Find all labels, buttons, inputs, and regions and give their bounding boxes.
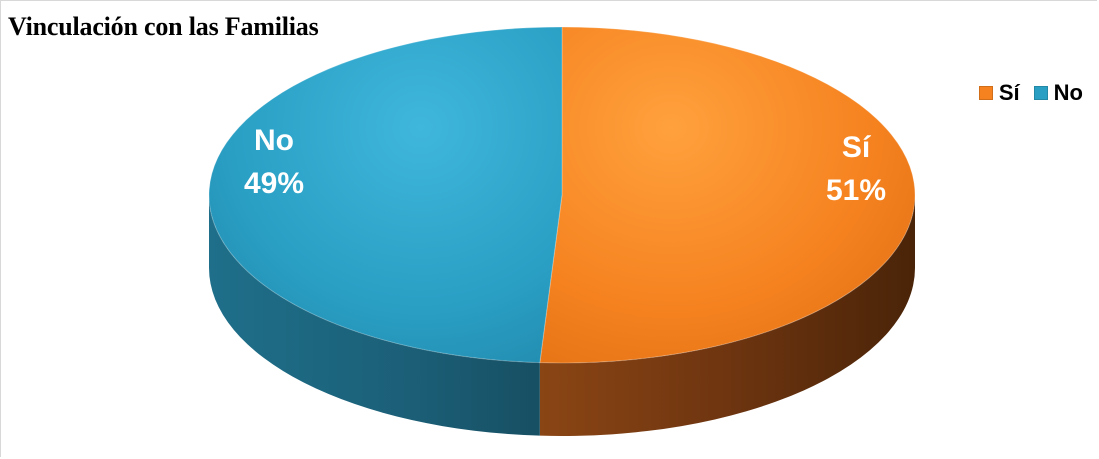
pie-side-si [539, 195, 915, 436]
pie-sides [209, 195, 915, 436]
legend-item-si: Sí [978, 80, 1020, 106]
chart-title: Vinculación con las Familias [8, 12, 319, 41]
pie-tops [208, 26, 916, 364]
pie-side-no [209, 195, 540, 436]
legend-swatch-si [978, 86, 993, 100]
slice-label-si-name: Sí [842, 131, 872, 164]
legend-label-si: Sí [998, 80, 1020, 105]
legend-swatch-no [1033, 86, 1048, 100]
pie-slice-si [539, 26, 916, 364]
legend-item-no: No [1033, 80, 1083, 106]
chart-legend: Sí No [978, 80, 1083, 106]
legend-label-no: No [1053, 80, 1083, 105]
pie-labels: Sí 51% No 49% [244, 124, 886, 207]
pie-slice-no [208, 26, 563, 364]
slice-label-si-value: 51% [826, 174, 886, 207]
slice-label-no-value: 49% [244, 167, 304, 200]
slice-label-no-name: No [254, 124, 294, 157]
